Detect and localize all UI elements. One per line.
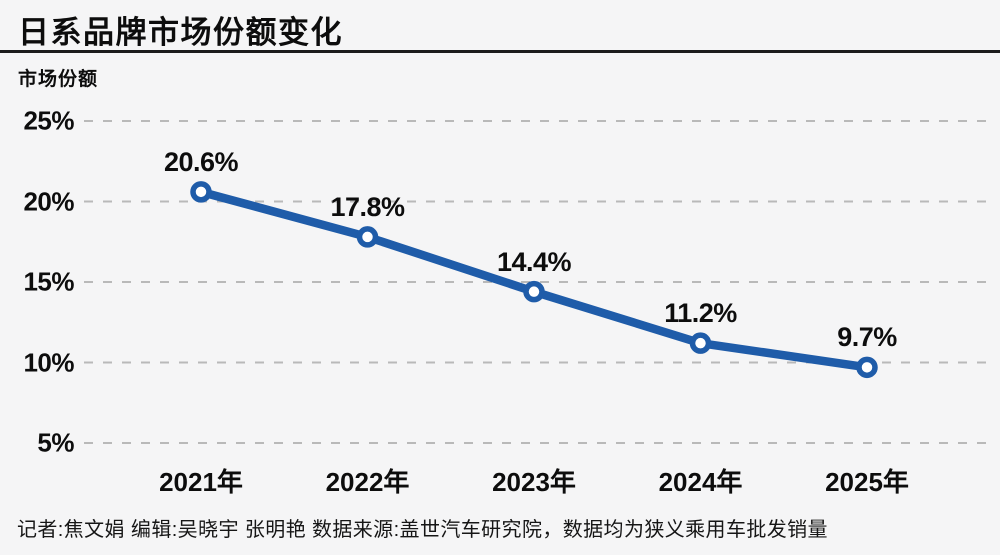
data-point-marker — [523, 280, 545, 303]
data-point-marker — [190, 181, 212, 203]
x-tick-label: 2023年 — [492, 467, 576, 497]
x-tick-label: 2025年 — [825, 467, 909, 497]
y-tick-label: 5% — [37, 427, 74, 458]
data-point-marker — [689, 332, 712, 354]
data-point-label: 20.6% — [163, 146, 239, 177]
y-axis-title: 市场份额 — [18, 69, 99, 90]
data-point-label: 17.8% — [330, 191, 405, 222]
footer-credits: 记者:焦文娟 编辑:吴晓宇 张明艳 数据来源:盖世汽车研究院，数据均为狭义乘用车… — [17, 519, 828, 541]
data-point-marker — [856, 356, 878, 379]
title-divider — [0, 50, 1000, 53]
y-tick-label: 10% — [23, 347, 74, 377]
data-point-label: 11.2% — [664, 298, 737, 329]
x-tick-label: 2024年 — [658, 467, 743, 497]
x-tick-label: 2021年 — [159, 467, 243, 497]
data-point-marker — [356, 226, 379, 248]
x-tick-label: 2022年 — [325, 467, 410, 497]
page-title: 日系品牌市场份额变化 — [18, 15, 343, 50]
series-line — [196, 187, 872, 372]
y-tick-label: 20% — [23, 186, 74, 216]
y-tick-label: 15% — [23, 266, 74, 297]
y-tick-label: 25% — [23, 105, 74, 136]
data-point-label: 9.7% — [837, 322, 897, 353]
data-point-label: 14.4% — [496, 246, 572, 277]
